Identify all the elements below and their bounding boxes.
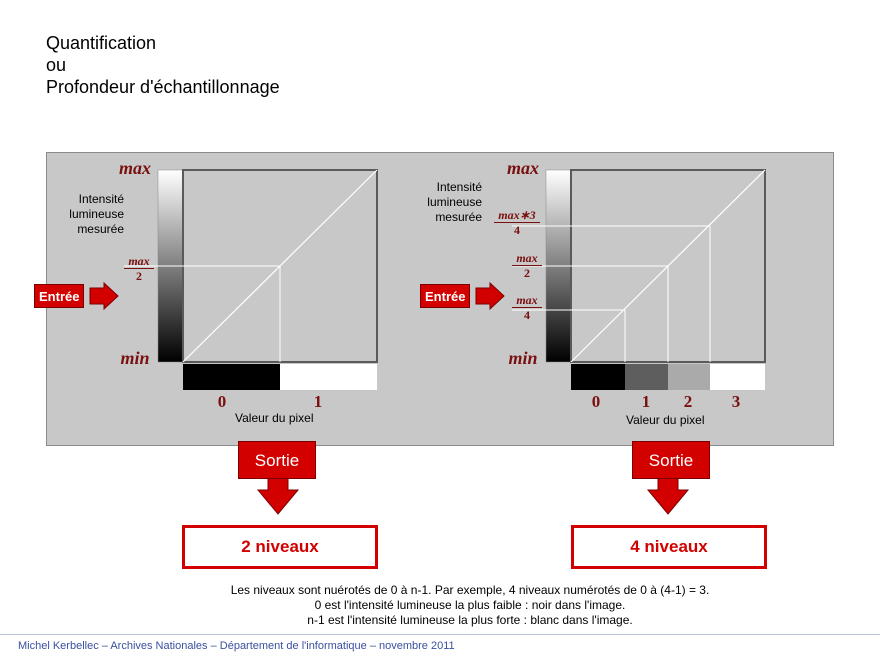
- right-y-min-label: min: [508, 348, 538, 368]
- right-level-3: [710, 364, 765, 390]
- left-y-min-label: min: [120, 348, 150, 368]
- right-q2-fraction: max 2: [512, 251, 542, 280]
- right-level-2: [668, 364, 710, 390]
- left-entree-arrowhead: [89, 281, 119, 311]
- right-q2-den: 2: [524, 266, 530, 280]
- left-x-tick-1: 1: [313, 392, 323, 411]
- footer-credit: Michel Kerbellec – Archives Nationales –…: [18, 640, 455, 652]
- right-x-axis-label: Valeur du pixel: [626, 413, 705, 427]
- right-q3-fraction: max∗3 4: [494, 208, 540, 237]
- right-ylabel-line-1: Intensité: [436, 180, 482, 194]
- left-sortie-arrow: [256, 477, 300, 515]
- right-level-0: [571, 364, 625, 390]
- right-x-tick-3: 3: [731, 392, 741, 411]
- left-ylabel-line-2: lumineuse: [69, 207, 124, 221]
- left-y-axis-label: Intensité lumineuse mesurée: [52, 192, 124, 237]
- left-half-num: max: [124, 254, 154, 269]
- left-ylabel-line-3: mesurée: [77, 222, 124, 236]
- right-y-max-label: max: [506, 158, 539, 178]
- right-sortie-arrow: [646, 477, 690, 515]
- right-levels-box: 4 niveaux: [571, 525, 767, 569]
- right-ylabel-line-3: mesurée: [435, 210, 482, 224]
- right-q2-num: max: [512, 251, 542, 266]
- left-level-1: [280, 364, 377, 390]
- note-line-3: n-1 est l'intensité lumineuse la plus fo…: [307, 613, 633, 627]
- left-half-fraction: max 2: [124, 254, 154, 283]
- title-line-1: Quantification: [46, 33, 157, 53]
- right-q1-num: max: [512, 293, 542, 308]
- right-entree-label: Entrée: [420, 284, 471, 308]
- left-entree-label: Entrée: [34, 284, 85, 308]
- left-half-den: 2: [136, 269, 142, 283]
- left-x-tick-0: 0: [217, 392, 227, 411]
- left-y-max-label: max: [118, 158, 151, 178]
- right-x-tick-1: 1: [641, 392, 651, 411]
- right-level-1: [625, 364, 668, 390]
- right-q3-num: max∗3: [494, 208, 540, 223]
- right-q1-fraction: max 4: [512, 293, 542, 322]
- right-q1-den: 4: [524, 308, 530, 322]
- right-y-axis-label: Intensité lumineuse mesurée: [410, 180, 482, 225]
- note-line-2: 0 est l'intensité lumineuse la plus faib…: [314, 598, 626, 612]
- right-x-tick-2: 2: [683, 392, 693, 411]
- title-line-2: ou: [46, 55, 67, 75]
- left-level-0: [183, 364, 280, 390]
- left-levels-box: 2 niveaux: [182, 525, 378, 569]
- footer-divider: [0, 634, 880, 635]
- right-x-tick-0: 0: [591, 392, 601, 411]
- left-sortie-box: Sortie: [238, 441, 316, 479]
- left-x-axis-label: Valeur du pixel: [235, 411, 314, 425]
- title-line-3: Profondeur d'échantillonnage: [46, 77, 280, 97]
- right-ylabel-line-2: lumineuse: [427, 195, 482, 209]
- right-entree-arrowhead: [475, 281, 505, 311]
- right-sortie-box: Sortie: [632, 441, 710, 479]
- left-ylabel-line-1: Intensité: [78, 192, 124, 206]
- note-line-1: Les niveaux sont nuérotés de 0 à n-1. Pa…: [230, 583, 710, 597]
- right-q3-den: 4: [514, 223, 520, 237]
